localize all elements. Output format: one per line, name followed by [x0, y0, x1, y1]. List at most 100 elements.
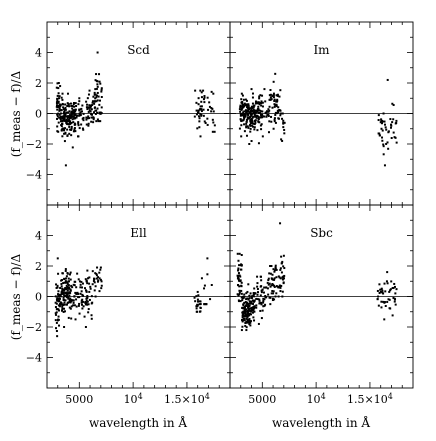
data-point [253, 113, 256, 116]
data-point [94, 285, 97, 288]
data-point [246, 116, 249, 119]
data-point [86, 117, 89, 120]
data-point [82, 112, 85, 115]
data-point [57, 318, 60, 321]
data-point [245, 109, 248, 112]
data-point [270, 265, 273, 267]
data-point [100, 95, 103, 98]
data-point [279, 222, 282, 225]
y-tick-label: 2 [35, 77, 42, 90]
data-point [196, 305, 199, 308]
data-point [66, 123, 69, 126]
data-point [57, 105, 60, 108]
data-point [269, 265, 272, 267]
data-point [240, 98, 243, 101]
data-point [250, 108, 253, 111]
data-point [80, 299, 83, 302]
data-point [62, 303, 65, 306]
data-point [377, 304, 380, 307]
data-point [92, 95, 95, 98]
data-point [280, 112, 283, 115]
data-point [94, 106, 97, 109]
data-point [275, 276, 278, 279]
data-point [238, 264, 241, 267]
data-point [70, 305, 73, 308]
data-point [198, 303, 201, 306]
data-point [66, 292, 69, 295]
data-point [272, 290, 275, 293]
data-point [57, 272, 60, 275]
y-tick-label: 0 [35, 291, 42, 304]
data-point [259, 112, 262, 115]
data-point [241, 105, 244, 108]
data-point [273, 118, 276, 121]
data-point [65, 118, 68, 121]
data-point [56, 82, 59, 85]
data-point [57, 290, 60, 293]
data-point [245, 329, 248, 332]
data-point [268, 105, 271, 108]
data-point [273, 277, 276, 280]
data-point [394, 136, 397, 139]
data-point [211, 107, 214, 110]
data-point [394, 292, 397, 295]
data-point [55, 283, 58, 286]
data-point [64, 299, 67, 302]
data-point [100, 284, 103, 287]
data-point [82, 128, 85, 131]
data-point [78, 296, 81, 299]
data-point [271, 297, 274, 300]
data-point [261, 116, 264, 119]
data-point [100, 88, 103, 91]
data-point [377, 132, 380, 135]
data-point [240, 92, 243, 95]
data-point [245, 104, 248, 107]
data-point [246, 321, 249, 324]
data-point [268, 272, 271, 275]
data-point [241, 318, 244, 321]
data-point [64, 291, 67, 294]
data-point [97, 279, 100, 282]
data-point [280, 255, 283, 258]
data-point [243, 102, 246, 105]
data-point [74, 291, 77, 294]
data-point [204, 121, 207, 124]
data-point [61, 116, 64, 119]
data-point [237, 294, 240, 297]
data-point [273, 285, 276, 288]
data-point [92, 111, 95, 114]
data-point [381, 136, 384, 139]
data-point [63, 140, 66, 143]
data-point [79, 292, 82, 295]
data-point [376, 298, 379, 301]
data-point [197, 115, 200, 118]
data-point [271, 284, 274, 287]
data-point [254, 111, 257, 114]
data-point [250, 307, 253, 310]
data-point [392, 296, 395, 299]
data-point [256, 110, 259, 113]
data-point [66, 92, 69, 95]
data-point [86, 108, 89, 111]
data-point [212, 121, 215, 124]
data-point [261, 309, 264, 312]
data-point [278, 284, 281, 287]
data-point [68, 119, 71, 122]
data-point [272, 92, 275, 95]
data-point [64, 280, 67, 283]
data-point [213, 124, 216, 127]
data-point [62, 106, 65, 109]
data-point [274, 264, 277, 267]
data-point [55, 330, 58, 333]
data-point [270, 120, 273, 123]
data-point [63, 278, 66, 281]
data-point [71, 118, 74, 121]
data-point [238, 289, 241, 292]
y-tick-label: −2 [26, 138, 42, 151]
data-point [196, 303, 199, 306]
data-point [389, 118, 392, 121]
data-point [237, 284, 240, 287]
data-point [277, 295, 280, 298]
data-point [89, 287, 92, 290]
